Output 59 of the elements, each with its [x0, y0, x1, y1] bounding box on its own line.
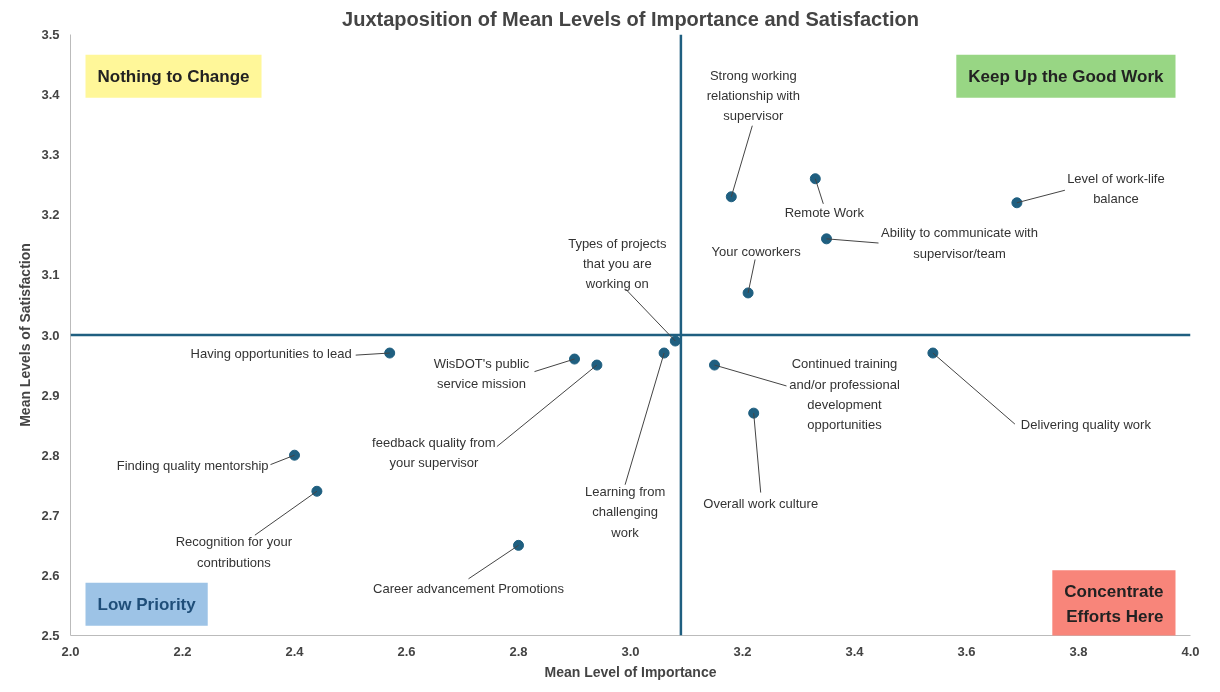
- x-tick-label: 2.6: [397, 643, 416, 659]
- annotation: Learning from challenging work: [585, 484, 666, 540]
- x-tick-label: 3.4: [845, 643, 865, 659]
- point: [809, 173, 821, 185]
- annotation: Having opportunities to lead: [190, 345, 352, 361]
- y-tick-label: 2.6: [41, 567, 60, 583]
- annotation: Concentrate Efforts Here: [1064, 582, 1164, 626]
- x-tick-label: 2.4: [285, 643, 305, 659]
- annotation: Career advancement Promotions: [373, 580, 565, 596]
- y-tick-label: 2.7: [41, 507, 60, 523]
- y-tick-label: 3.3: [41, 147, 60, 163]
- x-tick-label: 3.2: [733, 643, 752, 659]
- annotation: Types of projects that you are working on: [568, 235, 667, 292]
- y-tick-label: 3.2: [41, 207, 60, 223]
- annotation: Recognition for your contributions: [175, 534, 293, 570]
- x-tick-label: 2.0: [61, 643, 80, 659]
- x-tick-label: 4.0: [1181, 643, 1200, 659]
- x-tick-label: 2.8: [509, 643, 528, 659]
- annotation: Finding quality mentorship: [116, 458, 269, 474]
- y-tick-label: 2.5: [41, 628, 60, 643]
- point: [709, 359, 720, 371]
- point: [669, 335, 681, 347]
- annotation: Overall work culture: [703, 495, 819, 511]
- x-tick-label: 3.0: [621, 643, 640, 659]
- point: [289, 449, 300, 461]
- annotation: Delivering quality work: [1020, 416, 1152, 432]
- y-axis-title: Mean Levels of Satisfaction: [17, 243, 34, 427]
- point: [1011, 197, 1023, 209]
- x-tick-label: 2.2: [173, 643, 192, 659]
- y-tick-label: 3.4: [41, 87, 61, 103]
- x-axis-title: Mean Level of Importance: [544, 663, 717, 680]
- annotation: WisDOT's public service mission: [433, 356, 530, 392]
- point: [513, 539, 524, 551]
- y-tick-label: 3.1: [41, 267, 60, 283]
- annotation: Remote Work: [784, 204, 865, 220]
- annotation: Your coworkers: [711, 243, 802, 259]
- x-tick-label: 3.8: [1069, 643, 1088, 659]
- point: [591, 359, 603, 371]
- point: [569, 353, 580, 365]
- point: [658, 347, 670, 359]
- annotation: Continued training and/or professional development opportunities: [789, 356, 900, 433]
- point: [927, 347, 939, 359]
- y-tick-label: 2.9: [41, 387, 60, 403]
- annotation: Nothing to Change: [97, 66, 250, 86]
- y-tick-label: 2.8: [41, 447, 60, 463]
- point: [742, 287, 754, 299]
- point: [311, 485, 323, 497]
- annotation: Strong working relationship with supervisor: [706, 67, 800, 124]
- y-tick-label: 3.0: [41, 327, 60, 343]
- annotation: Ability to communicate with supervisor/team: [881, 225, 1038, 261]
- annotation: Low Priority: [97, 594, 197, 614]
- x-tick-label: 3.6: [957, 643, 976, 659]
- point: [384, 347, 396, 359]
- chart-title: Juxtaposition of Mean Levels of Importance and Satisfaction: [342, 7, 919, 30]
- y-tick-label: 3.5: [41, 27, 60, 42]
- annotation: Keep Up the Good Work: [968, 66, 1165, 86]
- annotation: feedback quality from your supervisor: [372, 435, 496, 471]
- point: [725, 191, 737, 203]
- annotation: Level of work-life balance: [1067, 170, 1165, 206]
